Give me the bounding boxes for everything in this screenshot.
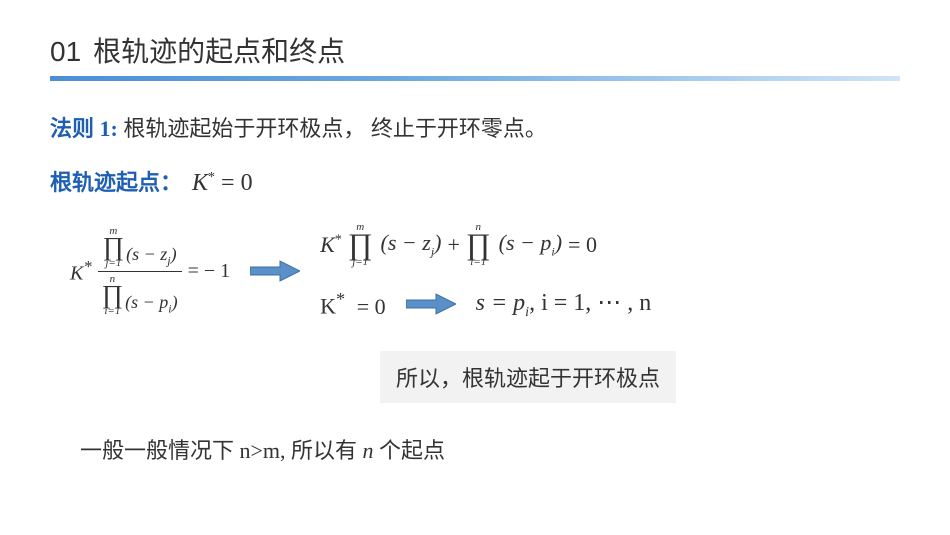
start-point-line: 根轨迹起点： K* = 0	[50, 165, 900, 212]
numerator-term: (s − zj)	[126, 244, 177, 269]
fraction-equation: K* m ∏ j=1 (s − zj) n ∏	[70, 224, 230, 319]
arrow-icon	[250, 259, 300, 283]
rule-1: 法则 1: 根轨迹起始于开环极点， 终止于开环零点。	[50, 111, 900, 143]
term-zj: (s − zj)	[381, 230, 442, 259]
slide-content: 01 根轨迹的起点和终点 法则 1: 根轨迹起始于开环极点， 终止于开环零点。 …	[0, 0, 950, 495]
product-symbol-n: n ∏ i=1	[102, 274, 123, 317]
product-symbol-m: m ∏ j=1	[103, 226, 124, 269]
fraction-denominator: n ∏ i=1 (s − pi)	[98, 272, 182, 319]
term-pi: (s − pi)	[499, 230, 562, 259]
denominator-term: (s − pi)	[125, 292, 178, 317]
fraction-numerator: m ∏ j=1 (s − zj)	[99, 224, 181, 271]
title-row: 01 根轨迹的起点和终点	[50, 30, 900, 70]
right-equations: K* m ∏ j=1 (s − zj) + n ∏ i=1 (s − pi)	[320, 222, 651, 321]
solution: s = pi, i = 1, ⋯ , n	[476, 288, 652, 321]
section-number: 01	[50, 36, 81, 68]
equation-row: K* m ∏ j=1 (s − zj) n ∏	[70, 222, 900, 321]
title-underline	[50, 76, 900, 81]
arrow-icon	[406, 292, 456, 316]
implication-row: K* = 0 s = pi, i = 1, ⋯ , n	[320, 288, 651, 321]
k-star-zero-big: K* = 0	[320, 289, 385, 319]
section-title: 根轨迹的起点和终点	[93, 30, 345, 70]
fraction: m ∏ j=1 (s − zj) n ∏ i=1	[98, 224, 182, 319]
k-star-zero: K* = 0	[192, 170, 253, 197]
start-point-label: 根轨迹起点：	[50, 165, 182, 197]
conclusion-box: 所以，根轨迹起于开环极点	[380, 351, 676, 403]
equals-minus-one: = − 1	[188, 260, 231, 283]
product-n: n ∏ i=1	[466, 222, 491, 268]
expanded-equation: K* m ∏ j=1 (s − zj) + n ∏ i=1 (s − pi)	[320, 222, 651, 268]
bottom-note: 一般一般情况下 n>m, 所以有 n 个起点	[80, 433, 900, 465]
rule-label: 法则 1:	[50, 116, 118, 141]
k-star: K*	[320, 232, 342, 258]
product-m: m ∏ j=1	[348, 222, 373, 268]
rule-text: 根轨迹起始于开环极点， 终止于开环零点。	[123, 116, 547, 141]
k-star-left: K*	[70, 257, 92, 286]
